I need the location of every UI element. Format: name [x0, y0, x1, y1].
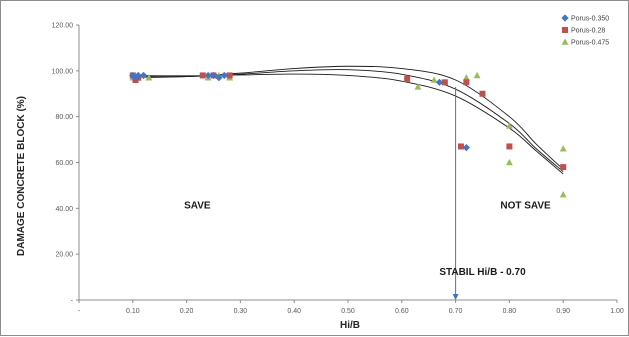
x-tick-label: 0.50 [341, 308, 355, 315]
data-point [560, 164, 567, 171]
trendlines [132, 65, 564, 175]
y-tick-label: 60.00 [55, 160, 73, 167]
data-point [139, 71, 148, 80]
data-point [506, 143, 513, 150]
y-tick-label: 120.00 [52, 23, 74, 30]
x-tick-label: 1.00 [610, 308, 624, 315]
data-point [479, 90, 486, 97]
y-axis-title: DAMAGE CONCRETE BLOCK (%) [16, 96, 27, 256]
y-tick-label: 40.00 [55, 206, 73, 213]
data-point [226, 72, 233, 79]
data-point [441, 79, 448, 86]
legend-label: Porus-0.28 [571, 28, 605, 35]
data-point [462, 144, 470, 152]
data-point [134, 71, 142, 80]
data-point [215, 74, 223, 82]
data-point [473, 71, 481, 79]
stabil-arrowhead [452, 294, 459, 300]
x-tick-label: 0.70 [449, 308, 463, 315]
x-tick-label: 0.60 [395, 308, 409, 315]
x-tick-label: 0.20 [180, 308, 194, 315]
data-point [414, 83, 422, 90]
stabil-annotation: STABIL Hi/B - 0.70 [439, 267, 526, 278]
x-tick-label: 0.90 [556, 308, 570, 315]
data-point [435, 78, 444, 86]
data-point [506, 158, 513, 166]
data-point [220, 71, 228, 80]
x-tick-label: 0.40 [287, 308, 301, 315]
data-point [430, 76, 438, 83]
x-tick-label: 0.30 [234, 308, 248, 315]
data-point [209, 71, 218, 80]
data-point [145, 74, 153, 81]
x-tick-label: 0.10 [126, 308, 140, 315]
data-point [462, 74, 470, 81]
y-tick-label: 80.00 [55, 114, 73, 121]
data-point [559, 145, 567, 152]
legend: Porus-0.350 Porus-0.28 Porus-0.475 [561, 14, 609, 47]
x-tick-label: - [78, 308, 81, 315]
legend-marker [561, 14, 569, 22]
data-points [129, 71, 567, 198]
y-tick-label: 20.00 [55, 252, 73, 259]
trendline-3 [132, 65, 564, 170]
data-point [404, 75, 411, 82]
x-tick-label: 0.80 [503, 308, 517, 315]
stabil-indicator [452, 86, 459, 300]
data-point [199, 72, 206, 79]
data-point [204, 71, 212, 80]
legend-label: Porus-0.350 [571, 16, 609, 23]
data-point [559, 190, 567, 198]
y-tick-label: 100.00 [52, 68, 74, 75]
legend-label: Porus-0.475 [571, 40, 609, 47]
chart-labels: DAMAGE CONCRETE BLOCK (%) Hi/B SAVE NOT … [16, 96, 551, 331]
axes: - 20.00 40.00 60.00 80.00 100.00 120.00 - 0.10 0.… [52, 23, 624, 316]
data-point [457, 143, 464, 150]
x-axis-title: Hi/B [340, 320, 360, 331]
save-annotation: SAVE [184, 200, 211, 211]
y-tick-label: - [71, 298, 74, 305]
legend-marker [562, 27, 568, 33]
trendline-1 [132, 73, 564, 175]
data-point [463, 79, 470, 86]
legend-marker [561, 38, 569, 45]
not-save-annotation: NOT SAVE [500, 200, 551, 211]
data-point [506, 122, 513, 129]
